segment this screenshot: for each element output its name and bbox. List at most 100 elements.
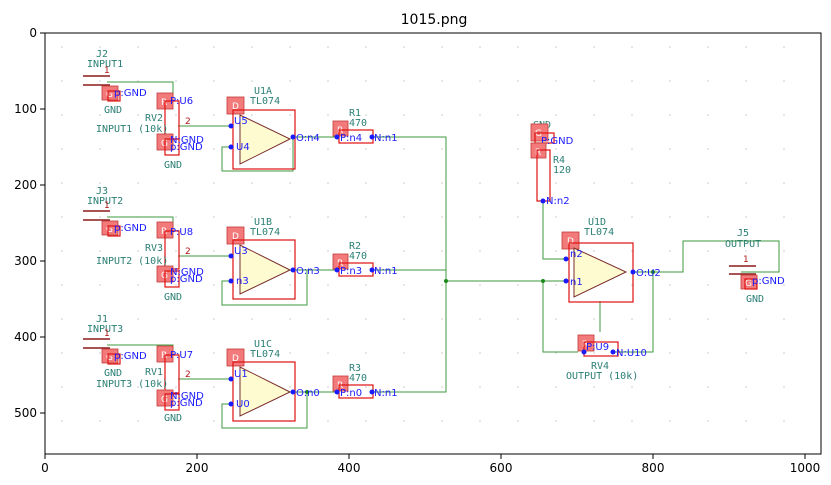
- grid-dot: [365, 318, 367, 320]
- grid-dot: [441, 46, 443, 48]
- grid-dot: [631, 318, 633, 320]
- grid-dot: [707, 420, 709, 422]
- grid-dot: [555, 148, 557, 150]
- grid-dot: [707, 386, 709, 388]
- grid-dot: [61, 46, 63, 48]
- component-value: TL074: [250, 96, 280, 107]
- component-value: OUTPUT (10k): [566, 371, 638, 382]
- grid-dot: [99, 216, 101, 218]
- grid-dot: [137, 80, 139, 82]
- grid-dot: [175, 80, 177, 82]
- connector-j5: J5 OUTPUT 1 G p:GND GND: [725, 228, 785, 305]
- gnd-label: GND: [104, 105, 122, 116]
- grid-dot: [61, 250, 63, 252]
- grid-dot: [783, 216, 785, 218]
- net-label: n3: [236, 276, 249, 287]
- grid-dot: [99, 284, 101, 286]
- net-label: p:GND: [114, 88, 147, 99]
- grid-dot: [289, 182, 291, 184]
- grid-dot: [99, 80, 101, 82]
- grid-dot: [479, 114, 481, 116]
- grid-dot: [555, 80, 557, 82]
- grid-dot: [669, 386, 671, 388]
- grid-dot: [403, 46, 405, 48]
- grid-dot: [745, 318, 747, 320]
- net-label: N:GND: [170, 267, 204, 278]
- grid-dot: [61, 114, 63, 116]
- grid-dot: [213, 386, 215, 388]
- grid-dot: [783, 250, 785, 252]
- net-label: n1: [570, 277, 583, 288]
- net-label: P:U9: [586, 342, 609, 353]
- net-label: p:GND: [114, 351, 147, 362]
- grid-dot: [555, 114, 557, 116]
- net-label: U1: [234, 369, 248, 380]
- component-ref: U1A: [254, 86, 272, 97]
- grid-dot: [365, 114, 367, 116]
- component-ref: RV2: [145, 113, 163, 124]
- grid-dot: [593, 114, 595, 116]
- grid-dot: [441, 114, 443, 116]
- grid-dot: [593, 216, 595, 218]
- grid-dot: [783, 318, 785, 320]
- net-label: O:n0: [296, 388, 320, 399]
- grid-dot: [403, 250, 405, 252]
- grid-dot: [669, 420, 671, 422]
- net-label: n2: [570, 249, 583, 260]
- grid-dot: [669, 80, 671, 82]
- grid-dot: [593, 420, 595, 422]
- opamp-u1c: D U1C TL074 U1 U0 O:n0: [226, 339, 320, 422]
- connector-j1: J1 INPUT3 1 G p:GND GND: [83, 314, 147, 379]
- opamp-u1b: D U1B TL074 U3 n3 O:n3: [226, 217, 320, 300]
- component-ref: J5: [737, 228, 749, 239]
- grid-dot: [365, 386, 367, 388]
- grid-dot: [783, 420, 785, 422]
- svg-text:G: G: [106, 353, 113, 363]
- grid-dot: [365, 250, 367, 252]
- component-value: TL074: [584, 227, 614, 238]
- grid-dot: [707, 114, 709, 116]
- grid-dot: [441, 182, 443, 184]
- grid-dot: [61, 352, 63, 354]
- svg-text:R: R: [337, 381, 343, 391]
- grid-dot: [441, 318, 443, 320]
- grid-dot: [365, 46, 367, 48]
- potentiometer-rv4: R P:U9 N:U10 RV4 OUTPUT (10k): [566, 334, 647, 382]
- grid-dot: [213, 318, 215, 320]
- grid-dot: [669, 216, 671, 218]
- grid-dot: [137, 46, 139, 48]
- grid-dot: [289, 80, 291, 82]
- grid-dot: [99, 182, 101, 184]
- opamp-u1a: D U1A TL074 U5 U4 O:n4: [226, 86, 320, 170]
- grid-dot: [289, 352, 291, 354]
- grid-dot: [441, 352, 443, 354]
- component-value: INPUT1 (10k): [96, 124, 168, 135]
- net-label: O:U2: [636, 268, 661, 279]
- grid-dot: [175, 352, 177, 354]
- grid-dot: [289, 318, 291, 320]
- grid-dot: [441, 250, 443, 252]
- grid-dot: [555, 46, 557, 48]
- grid-dot: [251, 318, 253, 320]
- y-tick-label: 400: [14, 330, 37, 344]
- grid-dot: [441, 284, 443, 286]
- svg-text:1: 1: [743, 255, 749, 265]
- grid-dot: [555, 250, 557, 252]
- grid-dot: [707, 318, 709, 320]
- component-value: OUTPUT: [725, 239, 761, 250]
- grid-dot: [745, 250, 747, 252]
- component-ref: RV1: [145, 367, 163, 378]
- svg-text:R: R: [535, 148, 541, 158]
- grid-dot: [213, 46, 215, 48]
- x-axis: 0 200 400 600 800 1000: [41, 454, 820, 475]
- gnd-label: GND: [746, 294, 764, 305]
- x-tick-label: 400: [338, 461, 361, 475]
- grid-dot: [479, 318, 481, 320]
- grid-dot: [593, 386, 595, 388]
- grid-dot: [99, 386, 101, 388]
- grid-dot: [403, 80, 405, 82]
- connector-j3: J3 INPUT2 1 G p:GND: [83, 186, 147, 237]
- grid-dot: [137, 148, 139, 150]
- grid-dot: [175, 386, 177, 388]
- grid-dot: [555, 284, 557, 286]
